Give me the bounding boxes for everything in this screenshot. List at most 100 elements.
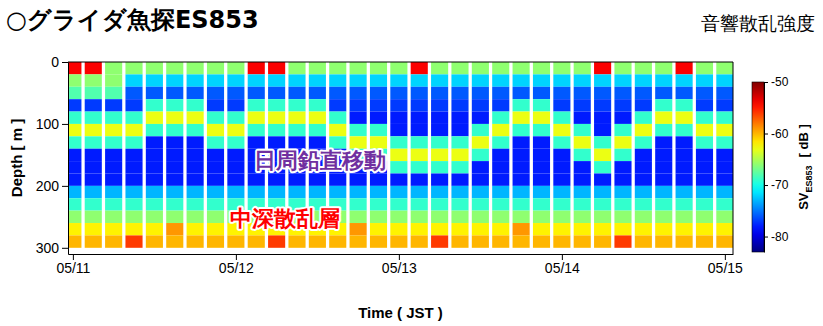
colorbar-title: SVES853[ dB ] bbox=[796, 124, 814, 210]
heatmap-cell bbox=[553, 149, 570, 161]
heatmap-cell bbox=[268, 124, 285, 136]
heatmap-cell bbox=[594, 136, 611, 148]
plot-frame bbox=[68, 62, 733, 63]
heatmap-cell bbox=[370, 74, 387, 86]
heatmap-cell bbox=[227, 112, 244, 124]
colorbar-title-subscript: ES853 bbox=[804, 165, 814, 192]
heatmap-cell bbox=[248, 186, 265, 198]
heatmap-cell bbox=[431, 173, 448, 185]
heatmap-cell bbox=[411, 99, 428, 111]
heatmap-cell bbox=[513, 186, 530, 198]
heatmap-cell bbox=[146, 173, 163, 185]
y-tick: 0 bbox=[51, 54, 68, 70]
heatmap-cell bbox=[227, 186, 244, 198]
colorbar-tick-mark bbox=[764, 134, 768, 135]
heatmap-cell bbox=[390, 87, 407, 99]
heatmap-cell bbox=[533, 74, 550, 86]
heatmap-cell bbox=[492, 235, 509, 247]
heatmap-cell bbox=[370, 112, 387, 124]
heatmap-cell bbox=[390, 198, 407, 210]
heatmap-cell bbox=[268, 62, 285, 74]
heatmap-cell bbox=[431, 112, 448, 124]
heatmap-cell bbox=[105, 87, 122, 99]
heatmap-cell bbox=[350, 62, 367, 74]
heatmap-cell bbox=[125, 112, 142, 124]
heatmap-cell bbox=[655, 186, 672, 198]
colorbar-tick: -60 bbox=[764, 127, 789, 141]
heatmap-cell bbox=[248, 173, 265, 185]
heatmap-cell bbox=[676, 74, 693, 86]
heatmap-cell bbox=[329, 124, 346, 136]
x-tick: 05/13 bbox=[382, 254, 417, 276]
heatmap-cell bbox=[370, 99, 387, 111]
heatmap-cell bbox=[105, 186, 122, 198]
heatmap-cell bbox=[309, 62, 326, 74]
heatmap-cell bbox=[68, 136, 81, 148]
heatmap-cell bbox=[370, 223, 387, 235]
heatmap-cell bbox=[105, 74, 122, 86]
heatmap-cell bbox=[411, 211, 428, 223]
y-tick: 100 bbox=[36, 116, 68, 132]
heatmap-cell bbox=[411, 87, 428, 99]
heatmap-cell bbox=[350, 186, 367, 198]
heatmap-cell bbox=[533, 198, 550, 210]
heatmap-cell bbox=[451, 87, 468, 99]
heatmap-cell bbox=[696, 161, 713, 173]
heatmap-cell bbox=[513, 112, 530, 124]
heatmap-cell bbox=[166, 235, 183, 247]
heatmap-cell bbox=[125, 173, 142, 185]
heatmap-cell bbox=[716, 161, 733, 173]
heatmap-cell bbox=[472, 136, 489, 148]
heatmap-cell bbox=[248, 87, 265, 99]
heatmap-cell bbox=[411, 124, 428, 136]
heatmap-cell bbox=[472, 149, 489, 161]
heatmap-cell bbox=[533, 87, 550, 99]
heatmap-cell bbox=[696, 186, 713, 198]
heatmap-cell bbox=[635, 211, 652, 223]
heatmap-cell bbox=[492, 173, 509, 185]
heatmap-cell bbox=[390, 112, 407, 124]
heatmap-cell bbox=[635, 186, 652, 198]
heatmap-cell bbox=[655, 173, 672, 185]
heatmap-cell bbox=[146, 87, 163, 99]
y-tick-label: 100 bbox=[36, 116, 60, 132]
heatmap-cell bbox=[125, 161, 142, 173]
heatmap-cell bbox=[492, 211, 509, 223]
heatmap-cell bbox=[655, 62, 672, 74]
heatmap-cell bbox=[350, 99, 367, 111]
heatmap-cell bbox=[248, 74, 265, 86]
heatmap-cell bbox=[676, 161, 693, 173]
heatmap-cell bbox=[451, 74, 468, 86]
x-tick: 05/12 bbox=[219, 254, 254, 276]
heatmap-cell bbox=[125, 87, 142, 99]
x-axis-line bbox=[69, 254, 734, 255]
heatmap-cell bbox=[248, 136, 265, 148]
heatmap-cell bbox=[431, 235, 448, 247]
heatmap-cell bbox=[166, 99, 183, 111]
heatmap-cell bbox=[248, 124, 265, 136]
heatmap-cell bbox=[146, 223, 163, 235]
heatmap-cell bbox=[696, 149, 713, 161]
heatmap-cell bbox=[513, 235, 530, 247]
heatmap-cell bbox=[85, 235, 102, 247]
heatmap-cell bbox=[85, 62, 102, 74]
heatmap-cell bbox=[533, 99, 550, 111]
heatmap-cell bbox=[125, 99, 142, 111]
heatmap-cell bbox=[492, 62, 509, 74]
heatmap-cell bbox=[411, 198, 428, 210]
heatmap-cell bbox=[85, 87, 102, 99]
heatmap-cell bbox=[716, 136, 733, 148]
heatmap-cell bbox=[268, 235, 285, 247]
heatmap-cell bbox=[451, 62, 468, 74]
heatmap-cell bbox=[472, 87, 489, 99]
heatmap-cell bbox=[513, 149, 530, 161]
heatmap-cell bbox=[431, 223, 448, 235]
heatmap-cell bbox=[492, 136, 509, 148]
colorbar bbox=[752, 82, 764, 252]
heatmap-cell bbox=[635, 235, 652, 247]
heatmap-cell bbox=[187, 136, 204, 148]
heatmap-cell bbox=[146, 99, 163, 111]
heatmap-cell bbox=[676, 87, 693, 99]
heatmap-cell bbox=[553, 186, 570, 198]
heatmap-cell bbox=[655, 161, 672, 173]
